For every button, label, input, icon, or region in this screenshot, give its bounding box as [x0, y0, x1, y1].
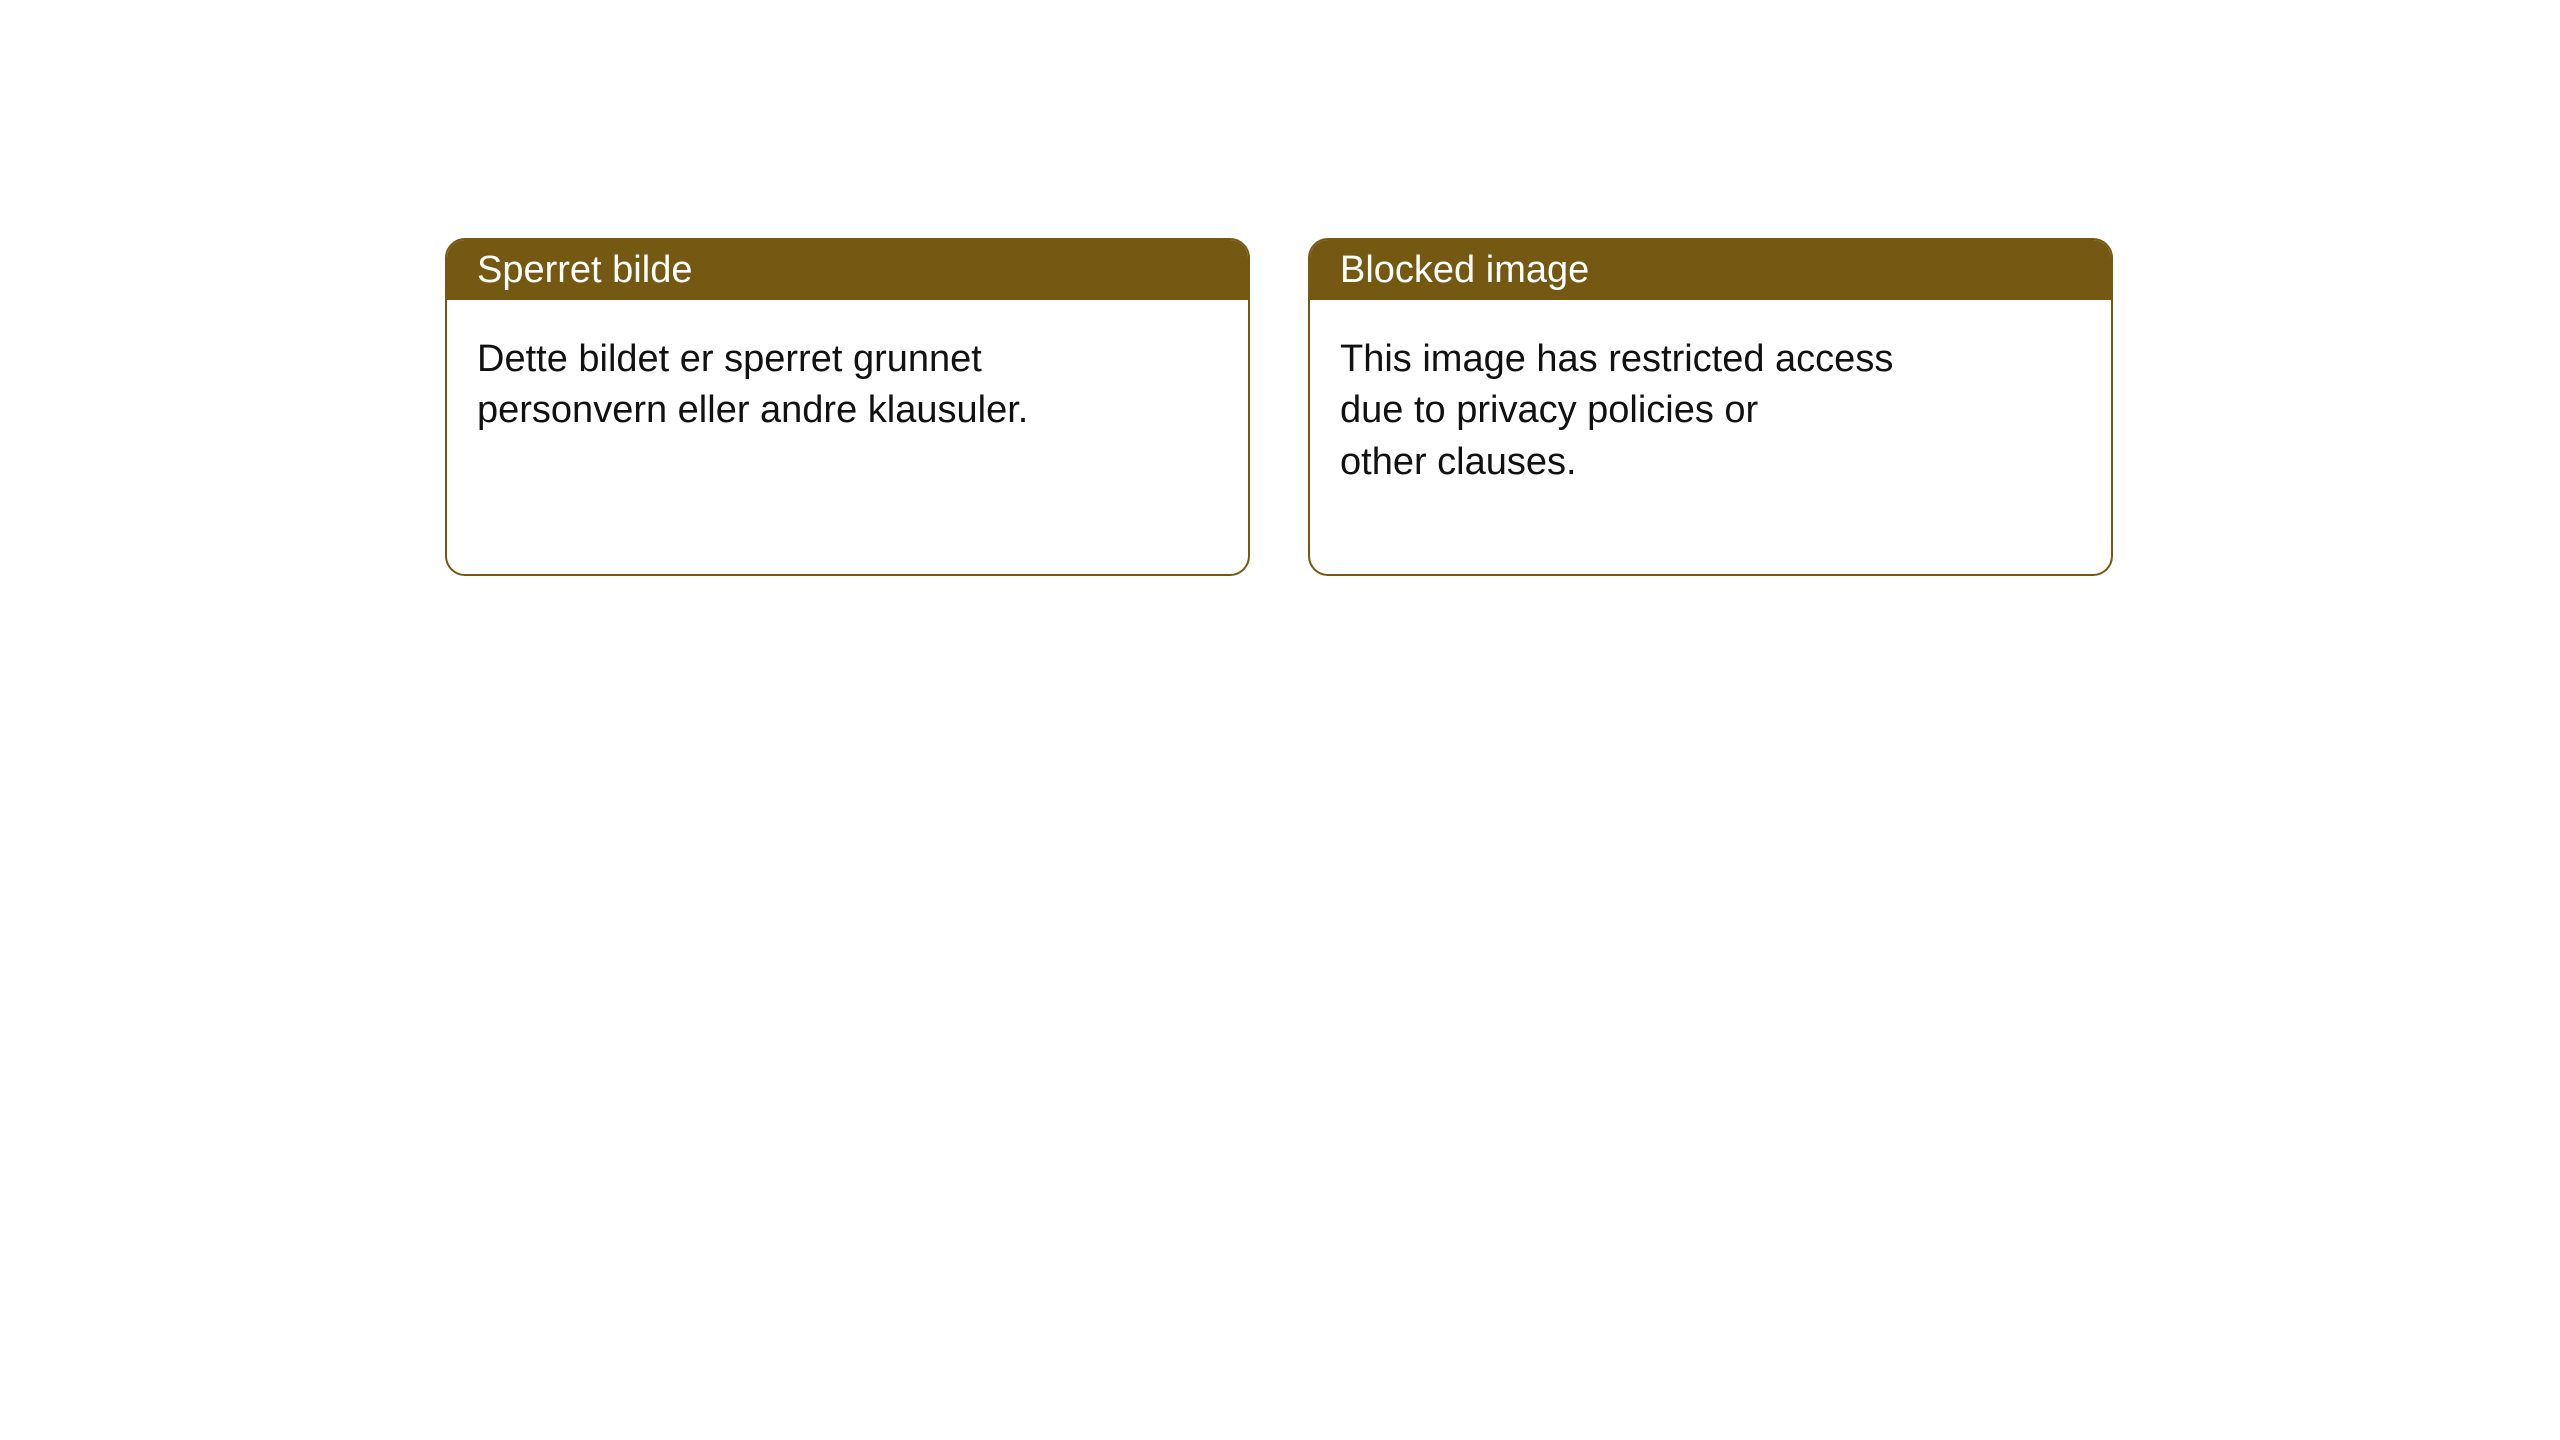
panel-english-title: Blocked image — [1340, 249, 1589, 292]
panel-row: Sperret bilde Dette bildet er sperret gr… — [445, 238, 2113, 576]
panel-norwegian-header: Sperret bilde — [447, 240, 1248, 300]
page-stage: Sperret bilde Dette bildet er sperret gr… — [0, 0, 2560, 1440]
panel-norwegian-title: Sperret bilde — [477, 249, 692, 292]
panel-norwegian-body: Dette bildet er sperret grunnet personve… — [447, 300, 1248, 574]
panel-english-body: This image has restricted access due to … — [1310, 300, 2111, 574]
panel-english: Blocked image This image has restricted … — [1308, 238, 2113, 576]
panel-english-header: Blocked image — [1310, 240, 2111, 300]
panel-norwegian: Sperret bilde Dette bildet er sperret gr… — [445, 238, 1250, 576]
